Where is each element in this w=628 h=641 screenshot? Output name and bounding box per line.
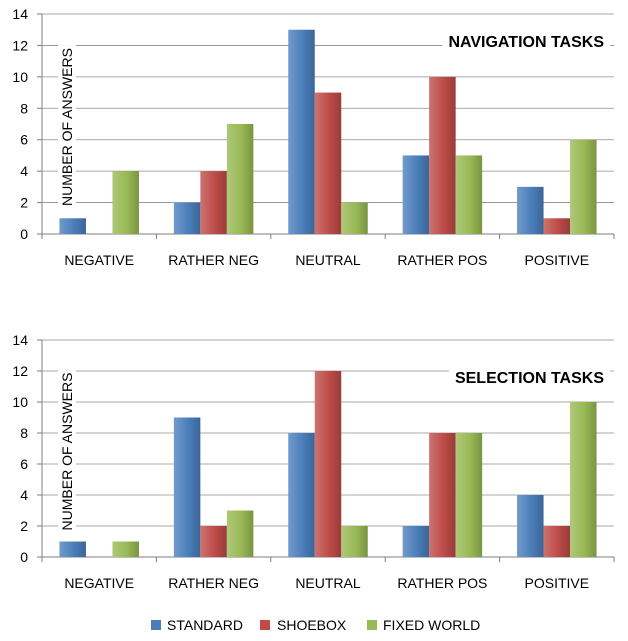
x-category-label: RATHER NEG bbox=[168, 252, 259, 268]
bar-standard bbox=[517, 495, 544, 557]
x-category-label: NEGATIVE bbox=[64, 252, 134, 268]
x-category-label: RATHER NEG bbox=[168, 575, 259, 591]
y-tick-label: 4 bbox=[20, 163, 28, 179]
bar-fixed-world bbox=[455, 155, 483, 234]
y-tick-label: 12 bbox=[12, 37, 28, 53]
chart-panel-selection: 0 2 4 6 8 10 12 14 NEGATIVE RATHER NEG NEUTRAL RATH… bbox=[12, 332, 615, 591]
bar-standard bbox=[173, 417, 201, 557]
legend-label-standard: STANDARD bbox=[167, 617, 243, 633]
legend-label-shoebox: SHOEBOX bbox=[277, 617, 347, 633]
chart-panel-navigation: 0 2 4 6 8 10 12 14 NEGATIVE RATHER NEG NEUTRAL RATH… bbox=[12, 6, 615, 268]
y-tick-label: 14 bbox=[12, 332, 28, 348]
legend-swatch-fixed-world bbox=[367, 620, 377, 630]
bar-fixed-world bbox=[341, 526, 368, 557]
bar-shoebox bbox=[543, 526, 571, 557]
y-axis-label-background bbox=[58, 45, 76, 209]
bar-fixed-world bbox=[226, 510, 254, 557]
bar-standard bbox=[288, 29, 315, 235]
y-tick-label: 0 bbox=[20, 226, 28, 242]
chart-title: SELECTION TASKS bbox=[455, 370, 604, 387]
x-category-label: RATHER POS bbox=[397, 575, 487, 591]
x-category-label: NEUTRAL bbox=[295, 252, 361, 268]
legend-swatch-standard bbox=[151, 620, 161, 630]
chart-title-background bbox=[448, 367, 611, 390]
y-axis-label: NUMBER OF ANSWERS bbox=[59, 373, 75, 531]
x-category-label: NEGATIVE bbox=[64, 575, 134, 591]
y-tick-label: 0 bbox=[20, 549, 28, 565]
chart-title-background bbox=[442, 31, 611, 54]
bar-fixed-world bbox=[112, 171, 139, 234]
bar-fixed-world bbox=[112, 541, 139, 557]
bar-shoebox bbox=[429, 433, 456, 557]
bar-fixed-world bbox=[341, 202, 368, 234]
bar-shoebox bbox=[314, 92, 342, 234]
legend-label-fixed-world: FIXED WORLD bbox=[383, 617, 480, 633]
bar-shoebox bbox=[543, 218, 571, 234]
bar-shoebox bbox=[429, 76, 456, 234]
bar-shoebox bbox=[314, 371, 342, 557]
y-axis-label-background bbox=[58, 369, 76, 534]
bar-standard bbox=[59, 218, 86, 234]
y-tick-label: 10 bbox=[12, 394, 28, 410]
bar-fixed-world bbox=[226, 124, 254, 234]
chart-title: NAVIGATION TASKS bbox=[448, 34, 604, 51]
bar-fixed-world bbox=[570, 402, 597, 557]
bar-standard bbox=[288, 433, 315, 557]
bar-fixed-world bbox=[570, 139, 597, 234]
chart-panels: 0 2 4 6 8 10 12 14 NEGATIVE RATHER NEG NEUTRAL RATH… bbox=[12, 6, 615, 591]
y-tick-label: 14 bbox=[12, 6, 28, 22]
legend: STANDARD SHOEBOX FIXED WORLD bbox=[151, 617, 480, 633]
bar-fixed-world bbox=[455, 433, 483, 557]
x-category-label: NEUTRAL bbox=[295, 575, 361, 591]
y-tick-label: 10 bbox=[12, 69, 28, 85]
bar-shoebox bbox=[200, 526, 227, 557]
y-tick-label: 6 bbox=[20, 456, 28, 472]
bar-standard bbox=[173, 202, 201, 234]
y-tick-label: 2 bbox=[20, 518, 28, 534]
y-tick-label: 12 bbox=[12, 363, 28, 379]
y-axis-label: NUMBER OF ANSWERS bbox=[59, 48, 75, 206]
y-tick-label: 6 bbox=[20, 132, 28, 148]
bar-standard bbox=[402, 155, 430, 234]
bar-standard bbox=[402, 526, 430, 557]
y-tick-label: 8 bbox=[20, 425, 28, 441]
x-category-label: RATHER POS bbox=[397, 252, 487, 268]
y-tick-label: 4 bbox=[20, 487, 28, 503]
bar-standard bbox=[59, 541, 86, 557]
y-tick-label: 8 bbox=[20, 100, 28, 116]
bar-shoebox bbox=[200, 171, 227, 234]
bar-standard bbox=[517, 186, 544, 234]
x-category-label: POSITIVE bbox=[525, 252, 590, 268]
y-tick-label: 2 bbox=[20, 195, 28, 211]
x-category-label: POSITIVE bbox=[525, 575, 590, 591]
legend-swatch-shoebox bbox=[260, 620, 270, 630]
